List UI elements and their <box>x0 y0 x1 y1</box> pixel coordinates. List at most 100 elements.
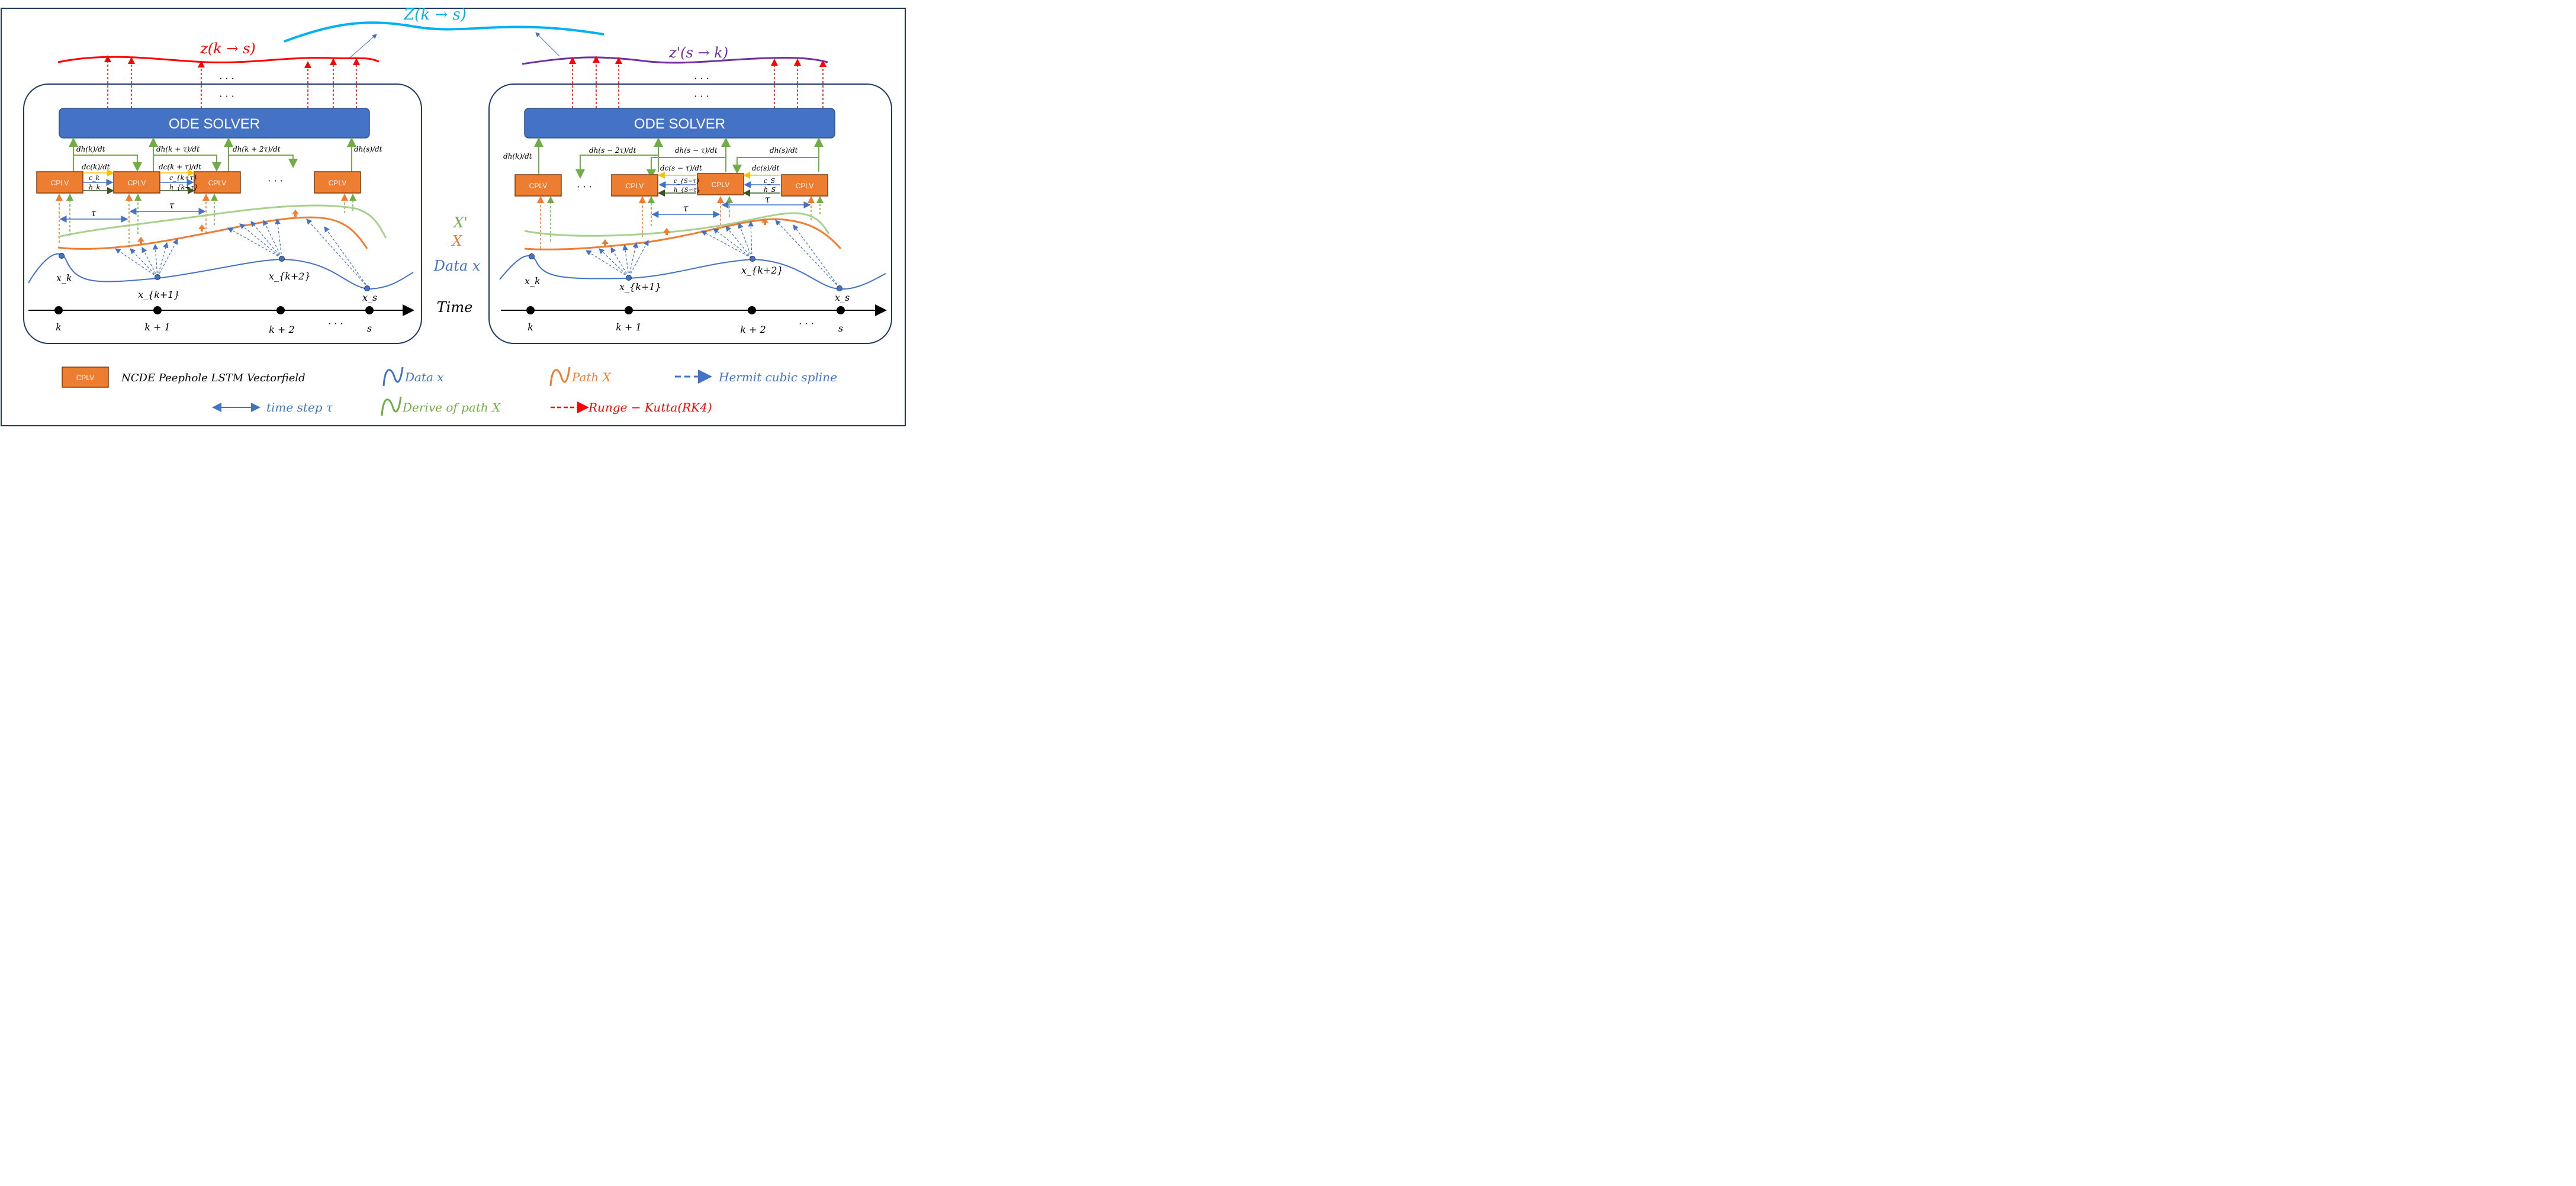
c-right-0: c_{S−τ} <box>674 178 700 185</box>
architecture-diagram: Z(k → s) z(k → s) · · · z'(s → k) · · · … <box>0 0 915 428</box>
z-left-label: z(k → s) <box>200 40 256 57</box>
legend-derive-swatch <box>382 397 401 416</box>
cplv-left-3: CPLV <box>194 172 240 193</box>
tau-left-label-1: τ <box>91 207 97 218</box>
dots-right-1: · · · <box>694 73 709 84</box>
legend-path-text: Path X <box>571 370 612 384</box>
legend-spline-text: Hermit cubic spline <box>718 370 837 384</box>
path-curve-right <box>525 219 841 249</box>
dh-left-1: dh(k + τ)/dt <box>156 145 200 153</box>
dh-left-0: dh(k)/dt <box>76 145 105 153</box>
ode-solver-left-label: ODE SOLVER <box>169 116 260 132</box>
dc-right-1: dc(s)/dt <box>752 164 780 172</box>
data-x-label: Data x <box>433 258 481 274</box>
dots-left-1: · · · <box>219 73 234 84</box>
hermite-lines-right <box>586 220 840 288</box>
svg-text:CPLV: CPLV <box>626 182 644 190</box>
cplv-right-4: CPLV <box>782 175 828 196</box>
svg-text:CPLV: CPLV <box>208 179 226 187</box>
legend-timestep-text: time step τ <box>266 400 333 414</box>
x-left-0: x_k <box>56 272 72 284</box>
cplv-right-3: CPLV <box>697 173 744 195</box>
Z-curve <box>284 23 604 41</box>
z-to-Z-arrow <box>348 34 377 59</box>
orange-up-arrows-left <box>137 210 299 244</box>
svg-text:CPLV: CPLV <box>51 179 69 187</box>
cplv-left-2: CPLV <box>114 172 160 193</box>
x-left-1: x_{k+1} <box>138 289 180 300</box>
dh-left-2: dh(k + 2τ)/dt <box>233 145 281 153</box>
z-prime-to-Z-arrow <box>536 33 559 56</box>
dots-right-2: · · · <box>694 91 709 102</box>
legend-rk-text: Runge − Kutta(RK4) <box>588 400 712 414</box>
x-right-2: x_{k+2} <box>741 265 783 276</box>
cplv-right-1: CPLV <box>515 175 561 196</box>
data-points-left <box>59 253 370 291</box>
cplv-dots-right: · · · <box>577 181 591 192</box>
legend-derive-text: Derive of path X <box>402 400 501 414</box>
svg-text:CPLV: CPLV <box>128 179 146 187</box>
legend-data-swatch <box>384 367 403 386</box>
Z-label: Z(k → s) <box>403 6 467 24</box>
c-left-1: c_{k+τ} <box>169 174 198 182</box>
dh-right-1: dh(s − 2τ)/dt <box>589 146 636 155</box>
hermite-lines-left <box>115 219 368 288</box>
svg-text:CPLV: CPLV <box>529 182 547 190</box>
legend-cplv-text: NCDE Peephole LSTM Vectorfield <box>121 372 305 384</box>
tau-right-label-1: τ <box>683 203 689 214</box>
dh-arrows-left <box>73 140 352 172</box>
cplv-dots-left: · · · <box>268 175 282 187</box>
data-curve-right <box>500 256 886 289</box>
svg-text:CPLV: CPLV <box>712 181 729 189</box>
cplv-left-4: CPLV <box>314 172 361 193</box>
h-left-1: h_{k+τ} <box>169 184 198 191</box>
xprime-label: X' <box>452 214 468 231</box>
time-left-4: s <box>367 323 372 334</box>
z-right-label: z'(s → k) <box>668 44 728 61</box>
dc-left-1: dc(k + τ)/dt <box>159 163 201 171</box>
x-right-1: x_{k+1} <box>619 281 661 293</box>
x-left-3: x_s <box>362 292 377 303</box>
dh-right-2: dh(s − τ)/dt <box>675 146 718 155</box>
path-curve-left <box>58 217 367 249</box>
x-right-3: x_s <box>835 292 850 303</box>
legend-data-text: Data x <box>404 370 444 384</box>
legend-path-swatch <box>551 367 570 386</box>
h-right-0: h_{S−τ} <box>674 187 700 194</box>
tau-left-label-2: τ <box>169 200 175 211</box>
dh-left-3: dh(s)/dt <box>354 145 382 153</box>
legend: CPLV NCDE Peephole LSTM Vectorfield Data… <box>62 367 837 416</box>
tau-right-label-2: τ <box>765 194 771 205</box>
deriv-curve-right <box>525 213 829 236</box>
data-points-right <box>529 254 842 291</box>
time-right-2: k + 2 <box>740 324 766 335</box>
dh-right-3: dh(s)/dt <box>770 146 798 155</box>
dc-left-0: dc(k)/dt <box>82 163 110 171</box>
cplv-left-1: CPLV <box>37 172 83 193</box>
dh-right-0: dh(k)/dt <box>503 152 532 160</box>
x-right-0: x_k <box>525 275 541 287</box>
dots-left-2: · · · <box>219 91 234 102</box>
ode-solver-right-label: ODE SOLVER <box>634 116 725 132</box>
c-right-1: c_S <box>764 177 776 185</box>
h-right-1: h_S <box>764 186 776 194</box>
time-right-0: k <box>528 322 533 333</box>
dc-right-0: dc(s − τ)/dt <box>660 164 702 172</box>
svg-text:CPLV: CPLV <box>329 179 346 187</box>
legend-cplv-box-label: CPLV <box>76 374 94 382</box>
time-left-2: k + 2 <box>269 324 294 335</box>
data-curve-left <box>28 254 413 289</box>
time-left-0: k <box>56 322 62 333</box>
time-right-3: · · · <box>799 318 813 329</box>
time-right-1: k + 1 <box>616 322 641 333</box>
x-left-2: x_{k+2} <box>269 271 311 282</box>
time-left-3: · · · <box>328 318 343 329</box>
x-path-label: X <box>451 233 462 249</box>
h-left-0: h_k <box>89 184 101 191</box>
time-right-4: s <box>838 323 843 334</box>
svg-text:CPLV: CPLV <box>796 182 813 190</box>
cplv-right-2: CPLV <box>612 175 658 196</box>
time-label: Time <box>437 299 473 316</box>
c-left-0: c_k <box>89 174 100 182</box>
time-left-1: k + 1 <box>144 322 170 333</box>
